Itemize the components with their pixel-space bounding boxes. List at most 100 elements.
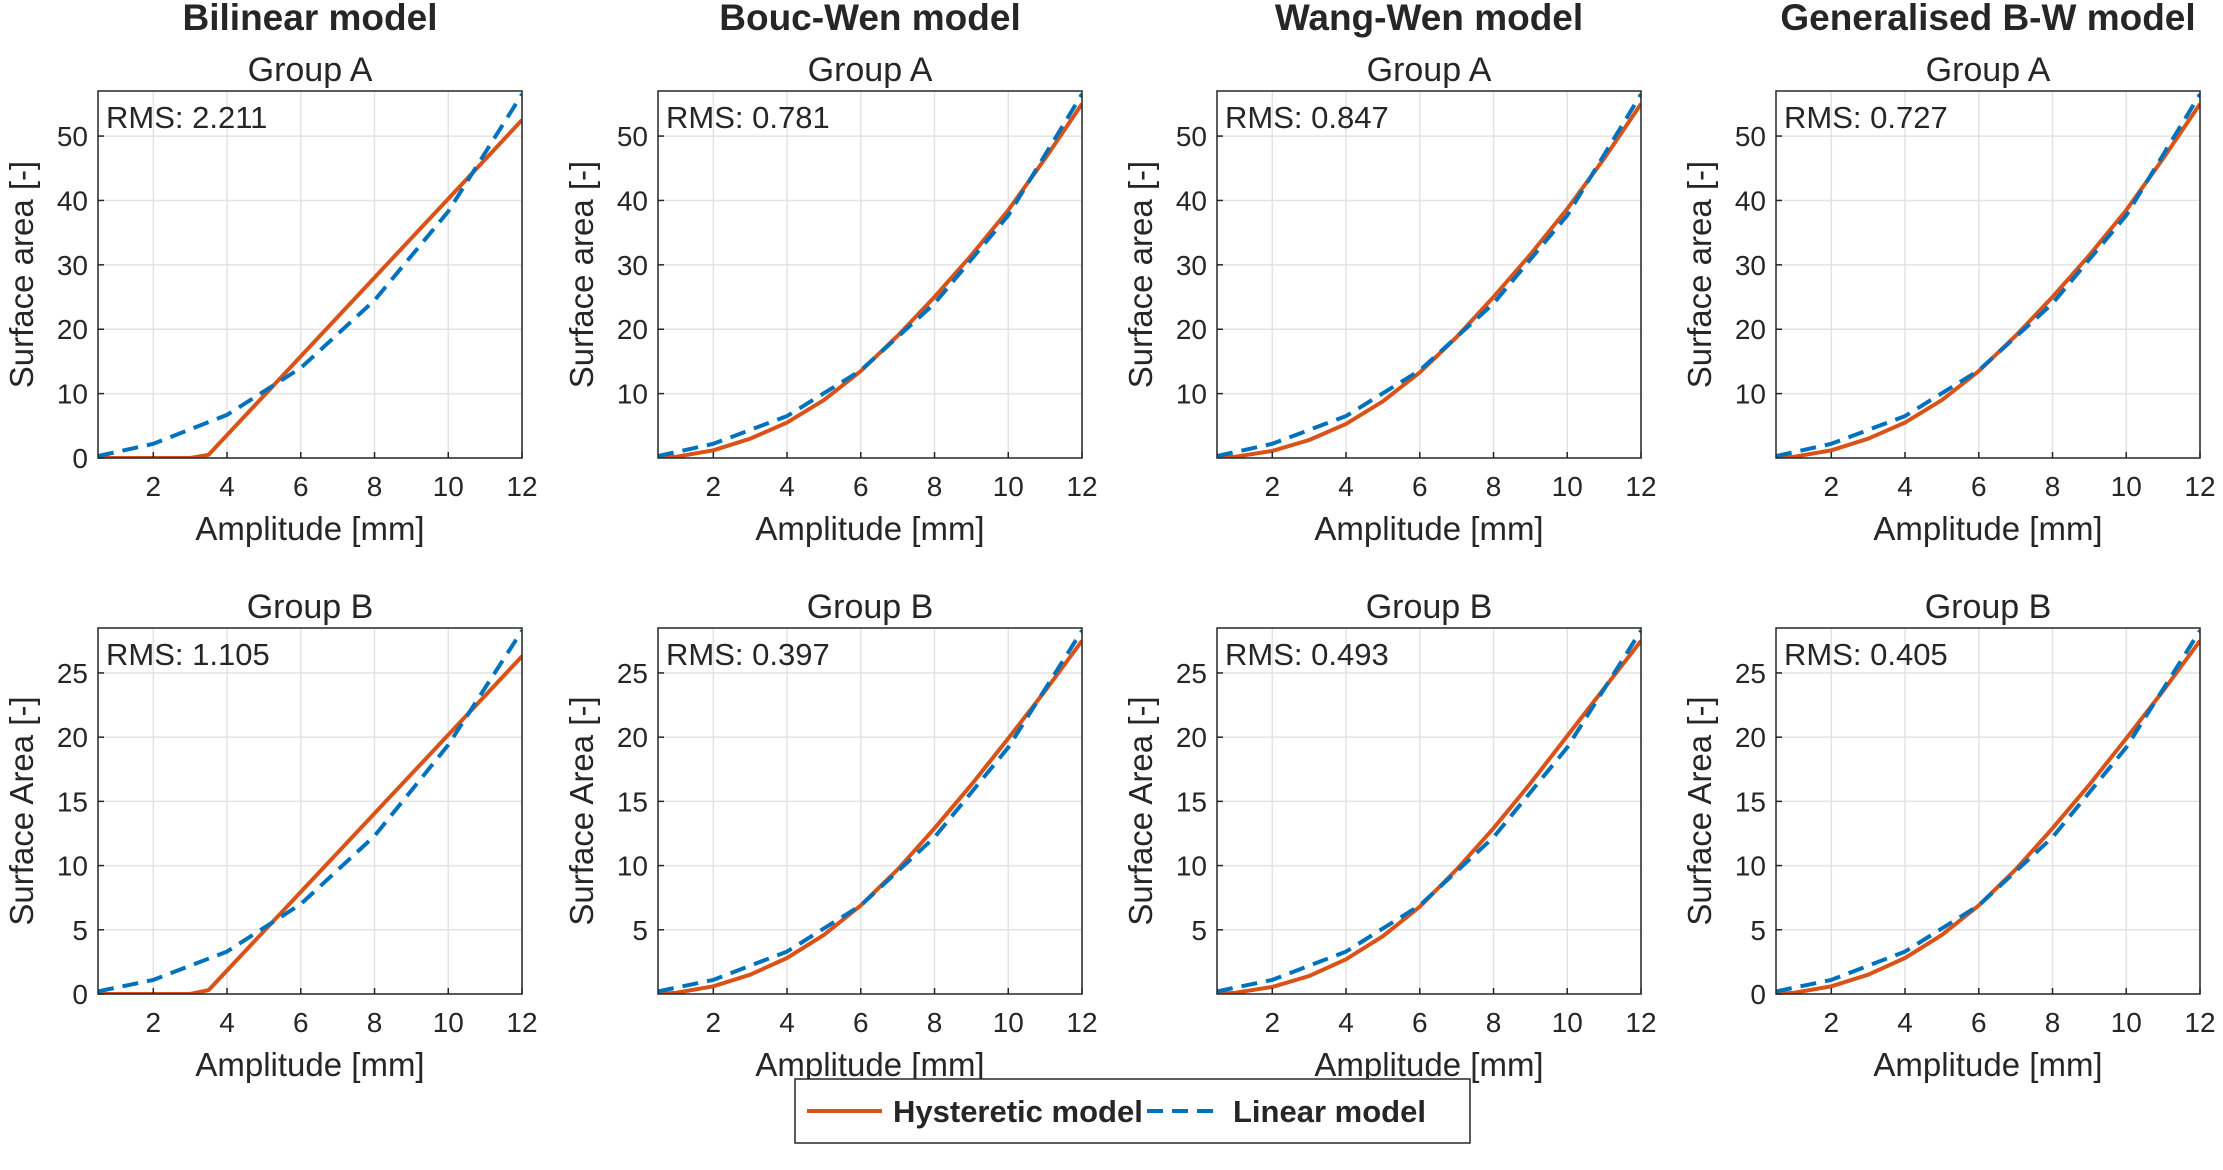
x-tick-label: 10 bbox=[1552, 471, 1583, 502]
y-tick-label: 10 bbox=[1176, 379, 1207, 410]
y-tick-label: 0 bbox=[1750, 979, 1766, 1010]
panel-title: Group B bbox=[1925, 588, 2052, 626]
y-tick-label: 5 bbox=[1750, 915, 1766, 946]
y-tick-label: 0 bbox=[72, 979, 88, 1010]
y-tick-label: 40 bbox=[1735, 185, 1766, 216]
y-tick-label: 30 bbox=[617, 250, 648, 281]
x-tick-label: 6 bbox=[1971, 471, 1987, 502]
x-tick-label: 2 bbox=[146, 1007, 162, 1038]
y-tick-label: 30 bbox=[57, 250, 88, 281]
x-tick-label: 8 bbox=[1486, 1007, 1502, 1038]
y-tick-label: 20 bbox=[57, 314, 88, 345]
column-title: Bouc-Wen model bbox=[719, 0, 1021, 38]
hysteretic-model-line bbox=[1217, 639, 1641, 994]
hysteretic-model-line bbox=[1217, 102, 1641, 458]
y-tick-label: 10 bbox=[617, 379, 648, 410]
y-tick-label: 20 bbox=[1735, 722, 1766, 753]
x-tick-label: 12 bbox=[2184, 471, 2215, 502]
hysteretic-model-line bbox=[98, 118, 522, 458]
column-title: Wang-Wen model bbox=[1275, 0, 1583, 38]
y-axis-label: Surface area [-] bbox=[3, 161, 40, 388]
legend: Hysteretic model Linear model bbox=[794, 1078, 1471, 1144]
panel-title: Group B bbox=[807, 588, 934, 626]
panel-title: Group A bbox=[248, 51, 373, 89]
hysteretic-model-line bbox=[658, 639, 1082, 994]
x-tick-label: 8 bbox=[367, 471, 383, 502]
chart-panel-6: 2 4 6 8 10 12 5 10 15 20 25 Group B Amplitude [mm] Su… bbox=[563, 588, 1098, 1083]
x-tick-label: 12 bbox=[1625, 1007, 1656, 1038]
rms-annotation: RMS: 0.405 bbox=[1784, 637, 1948, 672]
x-tick-label: 10 bbox=[2111, 1007, 2142, 1038]
y-tick-label: 50 bbox=[57, 121, 88, 152]
y-tick-label: 25 bbox=[1735, 658, 1766, 689]
y-axis-label: Surface area [-] bbox=[1122, 161, 1159, 388]
x-tick-label: 4 bbox=[779, 471, 795, 502]
rms-annotation: RMS: 2.211 bbox=[106, 100, 267, 135]
x-tick-label: 2 bbox=[1824, 1007, 1840, 1038]
x-axis-label: Amplitude [mm] bbox=[755, 510, 984, 547]
y-tick-label: 5 bbox=[72, 915, 88, 946]
y-tick-label: 10 bbox=[617, 851, 648, 882]
rms-annotation: RMS: 0.493 bbox=[1225, 637, 1389, 672]
hysteretic-model-line bbox=[658, 102, 1082, 458]
axes-box bbox=[657, 90, 1083, 459]
y-tick-label: 25 bbox=[1176, 658, 1207, 689]
y-tick-label: 10 bbox=[57, 851, 88, 882]
x-tick-label: 4 bbox=[1338, 471, 1354, 502]
x-tick-label: 4 bbox=[1338, 1007, 1354, 1038]
x-tick-label: 4 bbox=[1897, 471, 1913, 502]
y-axis-label: Surface Area [-] bbox=[1122, 696, 1159, 925]
linear-model-line bbox=[1776, 629, 2200, 994]
y-tick-label: 15 bbox=[617, 786, 648, 817]
x-tick-label: 8 bbox=[927, 471, 943, 502]
x-tick-label: 8 bbox=[2045, 471, 2061, 502]
linear-model-line bbox=[1776, 93, 2200, 458]
x-tick-label: 2 bbox=[706, 471, 722, 502]
chart-panel-2: 2 4 6 8 10 12 10 20 30 40 50 Bouc-Wen model Group A A… bbox=[563, 0, 1098, 547]
legend-entry-label: Linear model bbox=[1233, 1094, 1426, 1129]
x-tick-label: 4 bbox=[219, 471, 235, 502]
panel-title: Group A bbox=[808, 51, 933, 89]
x-tick-label: 8 bbox=[1486, 471, 1502, 502]
y-tick-label: 50 bbox=[617, 121, 648, 152]
x-tick-label: 4 bbox=[779, 1007, 795, 1038]
x-axis-label: Amplitude [mm] bbox=[1873, 510, 2102, 547]
y-tick-label: 15 bbox=[1176, 786, 1207, 817]
rms-annotation: RMS: 0.397 bbox=[666, 637, 830, 672]
x-tick-label: 6 bbox=[1412, 1007, 1428, 1038]
x-tick-label: 10 bbox=[993, 1007, 1024, 1038]
linear-model-line bbox=[658, 629, 1082, 994]
x-tick-label: 6 bbox=[1412, 471, 1428, 502]
column-title: Bilinear model bbox=[183, 0, 438, 38]
y-tick-label: 20 bbox=[617, 314, 648, 345]
hysteretic-model-line bbox=[1776, 102, 2200, 458]
x-axis-label: Amplitude [mm] bbox=[755, 1046, 984, 1083]
x-tick-label: 10 bbox=[433, 471, 464, 502]
y-tick-label: 25 bbox=[57, 658, 88, 689]
x-tick-label: 6 bbox=[293, 471, 309, 502]
x-tick-label: 12 bbox=[2184, 1007, 2215, 1038]
linear-model-line bbox=[98, 629, 522, 994]
y-tick-label: 30 bbox=[1735, 250, 1766, 281]
y-tick-label: 20 bbox=[617, 722, 648, 753]
y-tick-label: 30 bbox=[1176, 250, 1207, 281]
chart-panel-4: 2 4 6 8 10 12 10 20 30 40 50 Generalised B-W model G… bbox=[1681, 0, 2216, 547]
y-tick-label: 20 bbox=[57, 722, 88, 753]
axes-box bbox=[1216, 90, 1642, 459]
panel-title: Group A bbox=[1926, 51, 2051, 89]
y-tick-label: 40 bbox=[617, 185, 648, 216]
rms-annotation: RMS: 0.727 bbox=[1784, 100, 1948, 135]
y-tick-label: 25 bbox=[617, 658, 648, 689]
y-tick-label: 20 bbox=[1176, 314, 1207, 345]
x-tick-label: 12 bbox=[1066, 471, 1097, 502]
x-axis-label: Amplitude [mm] bbox=[195, 1046, 424, 1083]
legend-entry-label: Hysteretic model bbox=[893, 1094, 1143, 1129]
y-tick-label: 40 bbox=[1176, 185, 1207, 216]
rms-annotation: RMS: 0.847 bbox=[1225, 100, 1389, 135]
x-tick-label: 4 bbox=[219, 1007, 235, 1038]
y-axis-label: Surface Area [-] bbox=[1681, 696, 1718, 925]
panel-title: Group B bbox=[247, 588, 374, 626]
x-tick-label: 2 bbox=[706, 1007, 722, 1038]
x-tick-label: 6 bbox=[293, 1007, 309, 1038]
x-axis-label: Amplitude [mm] bbox=[1873, 1046, 2102, 1083]
